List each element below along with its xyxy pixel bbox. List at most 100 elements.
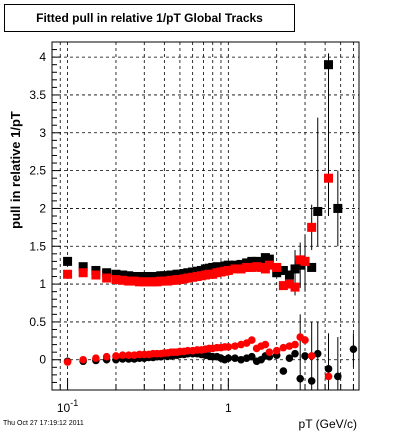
data-point-circle <box>307 352 316 360</box>
data-point-square <box>78 262 88 272</box>
data-point-circle <box>248 352 256 361</box>
y-tick-label: 0 <box>39 353 46 367</box>
data-point-square <box>264 260 274 270</box>
data-point-circle <box>63 358 72 366</box>
data-point-square <box>78 268 88 278</box>
data-point-square <box>183 268 193 278</box>
data-point-circle <box>118 351 127 360</box>
data-point-square <box>129 276 139 286</box>
chart-title-box: Fitted pull in relative 1/pT Global Trac… <box>4 4 295 32</box>
data-point-square <box>264 254 274 264</box>
y-tick-label: 2 <box>39 201 46 215</box>
y-axis-label: pull in relative 1/pT <box>8 111 23 229</box>
plot-frame <box>51 41 360 391</box>
y-tick-label: 2.5 <box>29 164 46 178</box>
tick-labels: 0 0.5 1 1.5 2 2.5 3 3.5 4 10-1 1 <box>29 50 232 415</box>
data-point-square <box>272 268 282 278</box>
data-point-square <box>91 265 101 275</box>
data-point-square <box>256 258 266 268</box>
data-point-circle <box>301 336 309 344</box>
data-point-square <box>223 260 233 270</box>
data-point-circle <box>231 354 239 363</box>
data-point-circle <box>324 365 333 373</box>
data-point-circle <box>349 345 358 353</box>
data-point-square <box>278 265 288 275</box>
y-tick-label: 3 <box>39 126 46 140</box>
data-point-square <box>247 256 257 266</box>
data-point-square <box>124 276 134 286</box>
data-point-square <box>295 255 305 265</box>
data-point-circle <box>112 352 120 360</box>
data-point-square <box>139 277 149 287</box>
timestamp: Thu Oct 27 17:19:12 2011 <box>3 420 84 427</box>
data-point-square <box>295 260 305 270</box>
data-point-circle <box>279 343 288 352</box>
data-point-square <box>188 272 198 282</box>
data-point-square <box>223 265 233 275</box>
data-point-square <box>290 282 300 292</box>
data-point-circle <box>291 340 299 349</box>
data-point-square <box>91 270 101 280</box>
data-point-square <box>242 262 252 272</box>
data-point-square <box>300 256 310 266</box>
y-tick-label: 4 <box>39 50 46 64</box>
data-point-square <box>139 272 149 282</box>
data-point-circle <box>285 354 294 363</box>
data-point-square <box>118 275 128 285</box>
x-tick-label: 1 <box>225 401 232 415</box>
data-point-square <box>247 262 257 272</box>
data-point-circle <box>79 355 87 364</box>
data-point-square <box>236 264 246 274</box>
data-point-square <box>284 270 294 280</box>
data-points <box>63 60 358 385</box>
y-tick-label: 1 <box>39 277 46 291</box>
data-point-circle <box>224 343 233 351</box>
data-point-square <box>124 271 134 281</box>
data-point-circle <box>272 346 281 355</box>
data-point-square <box>272 262 282 272</box>
data-point-square <box>134 272 144 282</box>
data-point-square <box>252 256 262 266</box>
data-point-square <box>307 262 317 272</box>
axis-ticks <box>51 49 354 390</box>
data-point-square <box>313 206 323 216</box>
x-tick-label: 10-1 <box>57 398 78 415</box>
chart-title: Fitted pull in relative 1/pT Global Trac… <box>36 11 263 25</box>
data-point-circle <box>313 349 322 358</box>
data-point-circle <box>334 372 342 381</box>
data-point-square <box>63 269 73 279</box>
data-point-circle <box>92 354 100 363</box>
data-point-square <box>284 279 294 289</box>
data-point-circle <box>231 342 239 350</box>
data-point-circle <box>291 349 299 358</box>
data-point-circle <box>261 340 270 349</box>
data-point-circle <box>102 352 111 361</box>
data-point-circle <box>279 367 288 375</box>
data-point-circle <box>224 354 233 363</box>
y-tick-label: 1.5 <box>29 239 46 253</box>
data-point-square <box>102 268 112 278</box>
data-point-square <box>324 60 334 70</box>
data-point-circle <box>265 348 274 356</box>
grid-lines <box>51 42 359 390</box>
data-point-circle <box>124 351 133 360</box>
data-point-square <box>324 173 334 183</box>
data-point-square <box>236 259 246 269</box>
data-point-square <box>129 272 139 282</box>
data-point-square <box>242 258 252 268</box>
data-point-circle <box>296 374 305 383</box>
y-tick-label: 0.5 <box>29 315 46 329</box>
data-point-circle <box>248 336 256 344</box>
data-point-square <box>118 270 128 280</box>
data-point-square <box>111 269 121 279</box>
data-point-circle <box>301 352 309 360</box>
data-point-circle <box>324 372 333 381</box>
data-point-square <box>290 264 300 274</box>
x-axis-label: pT (GeV/c) <box>299 417 357 431</box>
y-tick-label: 3.5 <box>29 88 46 102</box>
data-point-square <box>333 203 343 213</box>
data-point-square <box>188 267 198 277</box>
data-point-square <box>278 281 288 291</box>
data-point-square <box>111 275 121 285</box>
